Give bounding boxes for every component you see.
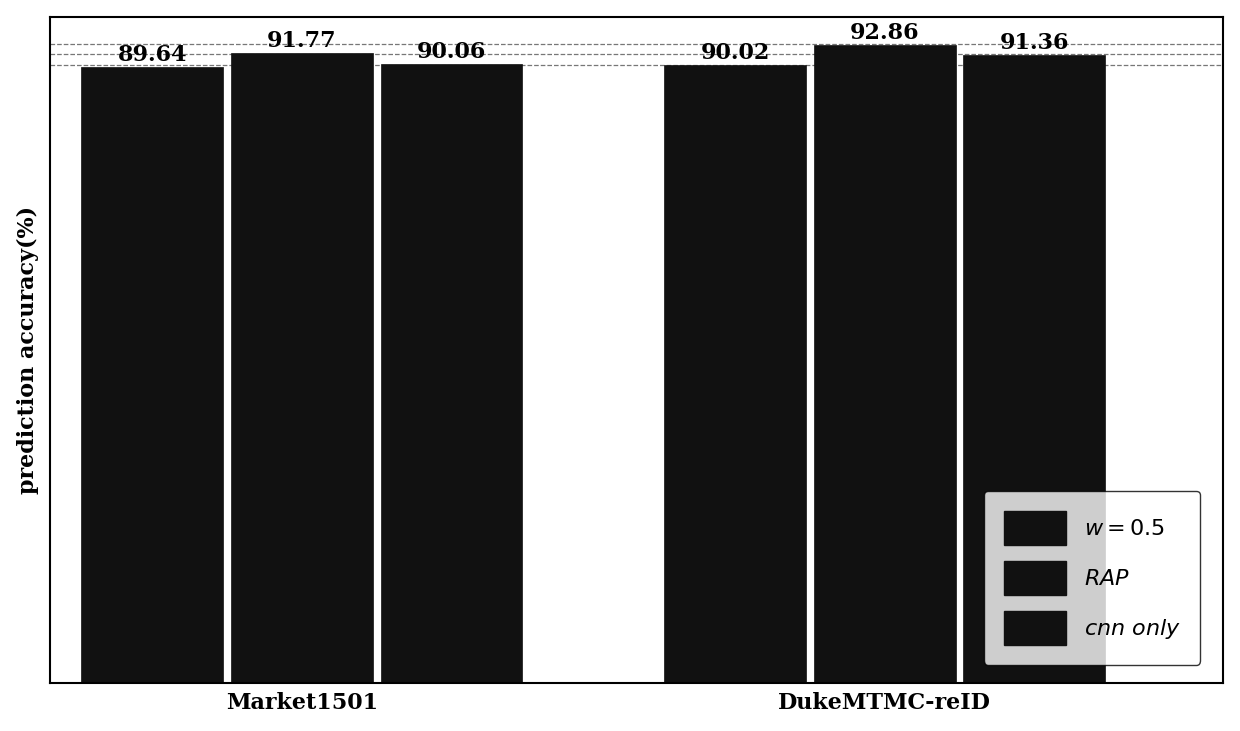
Legend: $\mathbf{\it{w{=}0.5}}$, $\mathbf{\it{RAP}}$, $\mathbf{\it{cnn\ only}}$: $\mathbf{\it{w{=}0.5}}$, $\mathbf{\it{RA… [983,491,1200,664]
Bar [963,56,1105,683]
Bar [665,64,806,683]
Text: 91.36: 91.36 [999,32,1069,54]
Text: 89.64: 89.64 [118,44,187,67]
Bar [231,53,373,683]
Text: 91.77: 91.77 [267,29,337,52]
Y-axis label: prediction accuracy(%): prediction accuracy(%) [16,205,38,493]
Text: 92.86: 92.86 [849,22,920,44]
Bar [82,67,223,683]
Text: 90.02: 90.02 [701,42,770,64]
Text: 90.06: 90.06 [417,41,486,64]
Bar [381,64,522,683]
Bar [813,45,956,683]
